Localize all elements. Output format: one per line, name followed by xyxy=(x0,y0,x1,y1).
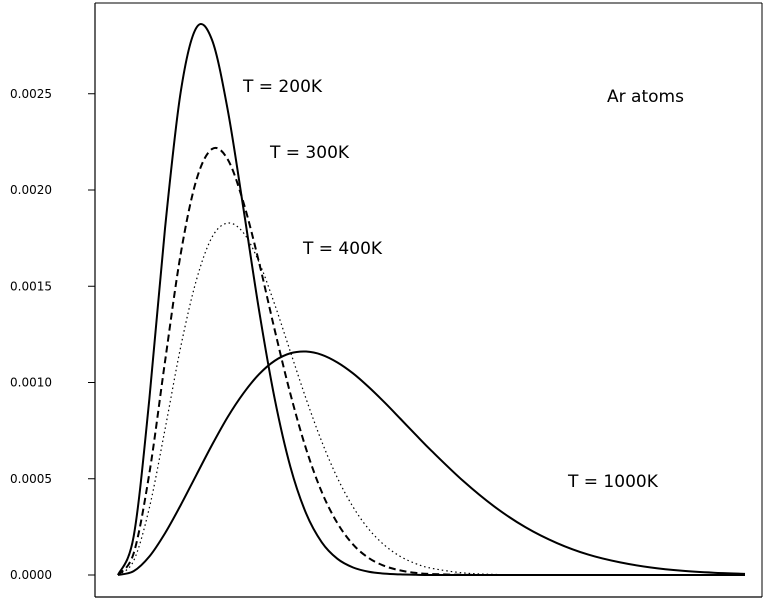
y-tick-label: 0.0010 xyxy=(10,376,52,390)
series-label: T = 400K xyxy=(302,239,383,259)
chart-title: Ar atoms xyxy=(607,87,684,107)
series-line-t-1000k xyxy=(117,350,746,576)
series-line-t-300k xyxy=(117,146,745,577)
plot-frame xyxy=(94,2,763,598)
series-line-t-400k xyxy=(117,222,745,576)
series-labels: T = 200K T = 300K T = 400K T = 1000K xyxy=(242,77,659,492)
series-label: T = 1000K xyxy=(567,472,659,492)
y-tick-label: 0.0005 xyxy=(10,472,52,486)
series-label: T = 300K xyxy=(269,143,350,163)
y-tick-label: 0.0015 xyxy=(10,279,52,293)
series-label: T = 200K xyxy=(242,77,323,97)
y-tick-label: 0.0020 xyxy=(10,183,52,197)
y-tick-label: 0.0025 xyxy=(10,87,52,101)
y-axis-ticks: 0.0000 0.0005 0.0010 0.0015 0.0020 0.0025 xyxy=(10,87,95,582)
y-tick-label: 0.0000 xyxy=(10,568,52,582)
series-curves xyxy=(117,23,746,577)
